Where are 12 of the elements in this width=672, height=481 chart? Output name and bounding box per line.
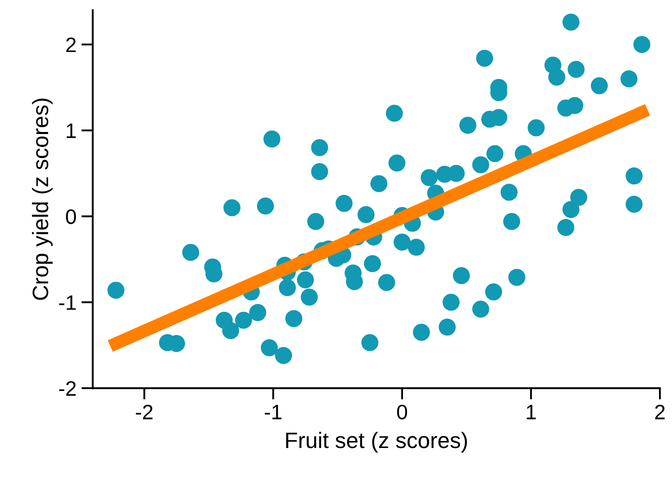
y-axis-title: Crop yield (z scores) (32, 98, 53, 300)
y-tick-label: -1 (59, 295, 76, 310)
y-tick-label: 2 (66, 37, 76, 52)
x-axis-title: Fruit set (z scores) (286, 432, 467, 453)
x-tick-label: 1 (526, 404, 536, 420)
x-tick-label: -1 (264, 404, 282, 420)
y-tick-label: -2 (59, 381, 76, 396)
y-tick-label: 0 (66, 209, 76, 224)
x-tick-label: 2 (655, 404, 665, 420)
y-tick-label: 1 (66, 124, 76, 138)
x-tick-label: -2 (136, 404, 153, 420)
x-tick-label: 0 (397, 404, 408, 420)
